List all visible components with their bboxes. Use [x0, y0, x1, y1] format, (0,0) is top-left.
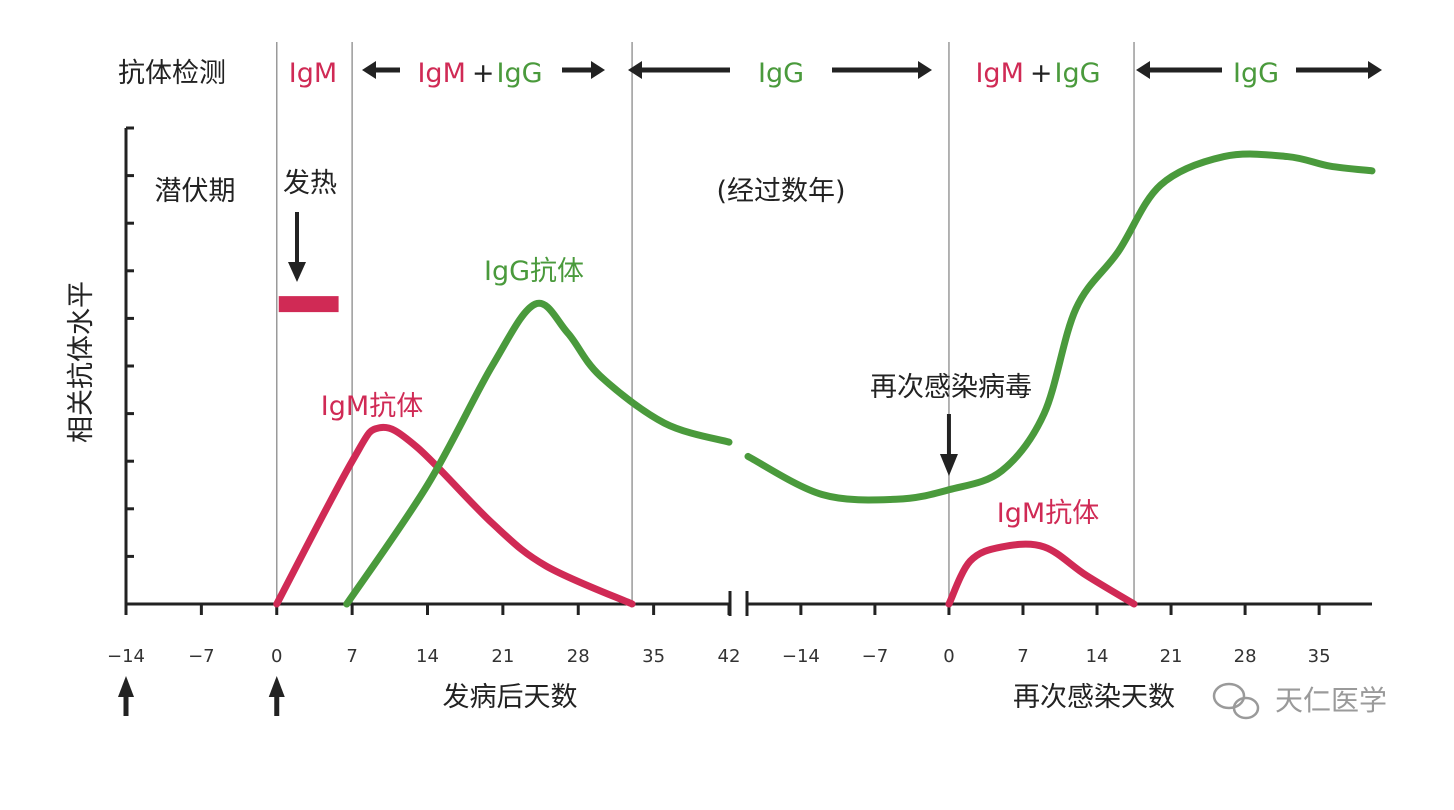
- x-tick-label: 42: [718, 646, 741, 667]
- x-tick-label: 21: [1160, 646, 1183, 667]
- series-line-igm-1: [273, 423, 636, 608]
- annotations: 潜伏期 发热 (经过数年) 再次感染病毒: [155, 168, 1033, 403]
- x-tick-label: 0: [271, 646, 282, 667]
- watermark: 天仁医学: [1212, 682, 1387, 720]
- series-label-igm-1: IgM抗体: [321, 391, 423, 422]
- reinfection-label: 再次感染病毒: [870, 372, 1032, 403]
- x-tick-label: −14: [782, 646, 820, 667]
- x-tick-label: 35: [1308, 646, 1331, 667]
- reinfection-arrow-icon: [939, 454, 958, 476]
- y-axis-label: 相关抗体水平: [66, 281, 97, 443]
- header-title: 抗体检测: [118, 58, 226, 89]
- fever-arrow-icon: [288, 262, 306, 282]
- up-arrow-icon: [118, 676, 134, 697]
- header-arrow-icon: [1136, 61, 1150, 79]
- x-tick-label: 35: [642, 646, 665, 667]
- series-label-igm-2: IgM抗体: [997, 498, 1099, 529]
- watermark-text: 天仁医学: [1275, 684, 1387, 717]
- phase-dividers: [276, 42, 1135, 604]
- series-line-igg-2: [744, 150, 1376, 504]
- series-lines: [273, 150, 1376, 608]
- x-tick-label: −7: [862, 646, 889, 667]
- header-segment-text: IgG: [1233, 58, 1279, 89]
- x-tick-label: 0: [943, 646, 954, 667]
- x-tick-label: 14: [416, 646, 439, 667]
- x-tick-label: 7: [1017, 646, 1028, 667]
- header-arrow-icon: [591, 61, 605, 79]
- series-line-igm-2: [945, 540, 1138, 608]
- x-tick-label: −7: [188, 646, 215, 667]
- years-label: (经过数年): [716, 176, 845, 207]
- x-tick-label: 7: [346, 646, 357, 667]
- header-arrow-icon: [362, 61, 376, 79]
- header-arrow-icon: [628, 61, 642, 79]
- up-arrow-icon: [268, 676, 285, 697]
- fever-bar: [278, 296, 339, 313]
- x-axis-label-2: 再次感染天数: [1013, 682, 1175, 713]
- x-axis-label-1: 发病后天数: [443, 682, 578, 713]
- x-tick-label: 21: [491, 646, 514, 667]
- antibody-detection-header: 抗体检测 IgM IgM +IgG IgG IgM +IgG IgG: [118, 58, 1382, 89]
- header-arrow-icon: [1368, 61, 1382, 79]
- x-tick-label: 14: [1086, 646, 1109, 667]
- x-tick-labels: −14 −7 0 7 14 21 28 35 42 −14 −7 0 7 14 21 28 35: [107, 646, 1331, 667]
- fever-label: 发热: [283, 168, 337, 199]
- x-axis-labels: 发病后天数 再次感染天数: [443, 682, 1176, 713]
- axes: [118, 126, 1372, 716]
- series-label-igg-1: IgG抗体: [484, 256, 584, 287]
- x-tick-label: −14: [107, 646, 145, 667]
- series-labels: IgM抗体 IgG抗体 IgM抗体: [321, 256, 1099, 529]
- header-segment-text: IgM: [289, 58, 337, 89]
- header-segment-text: IgG: [758, 58, 804, 89]
- x-tick-label: 28: [567, 646, 590, 667]
- header-arrow-icon: [918, 61, 932, 79]
- y-axis-label-group: 相关抗体水平: [66, 281, 97, 443]
- wechat-icon: [1212, 682, 1260, 720]
- incubation-label: 潜伏期: [155, 176, 236, 207]
- series-line-igg-1: [343, 299, 733, 608]
- x-tick-label: 28: [1234, 646, 1257, 667]
- header-segment-igm-igg-2: IgM +IgG: [975, 58, 1100, 89]
- header-segment-igm-igg-1: IgM +IgG: [417, 58, 542, 89]
